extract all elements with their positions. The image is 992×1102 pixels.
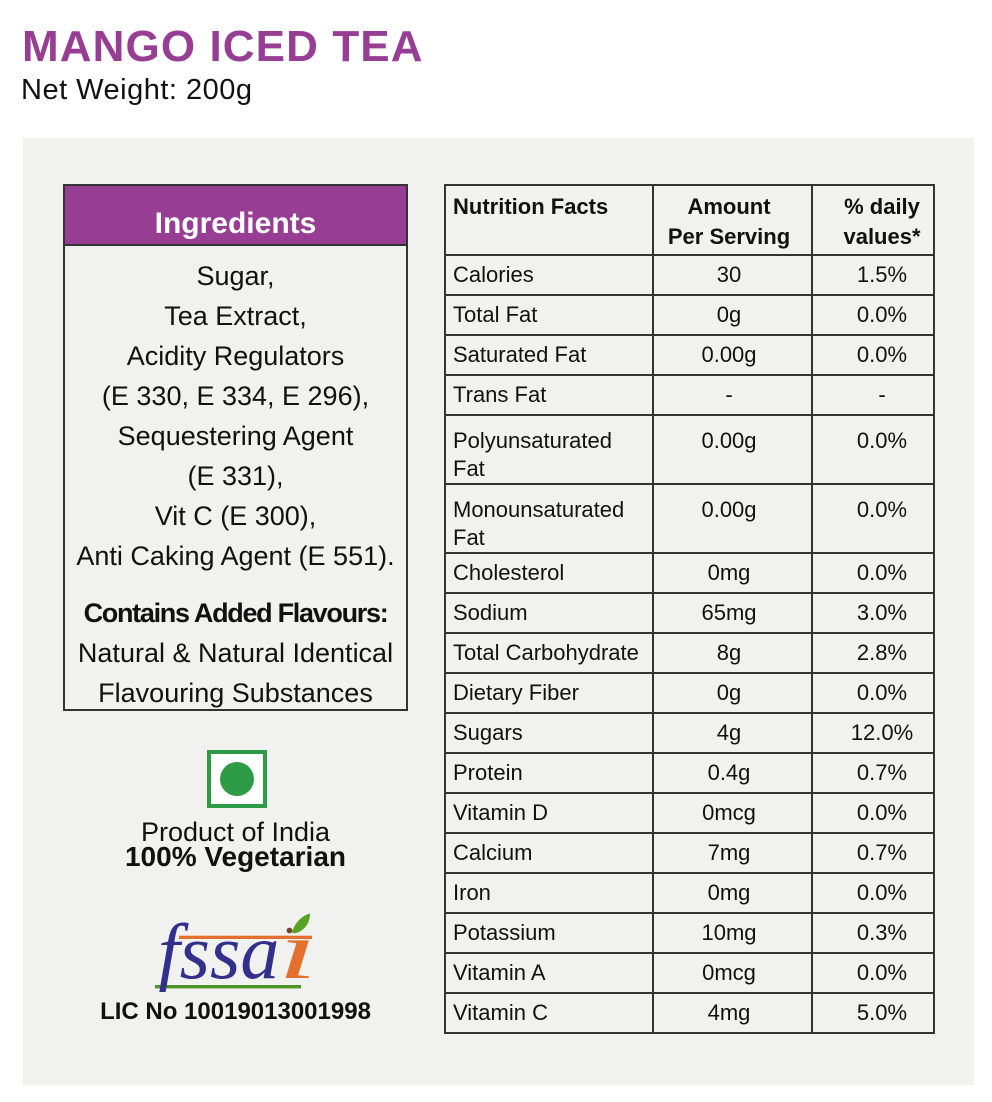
svg-text:ı: ı (278, 910, 317, 992)
svg-text:fssa: fssa (158, 910, 279, 992)
